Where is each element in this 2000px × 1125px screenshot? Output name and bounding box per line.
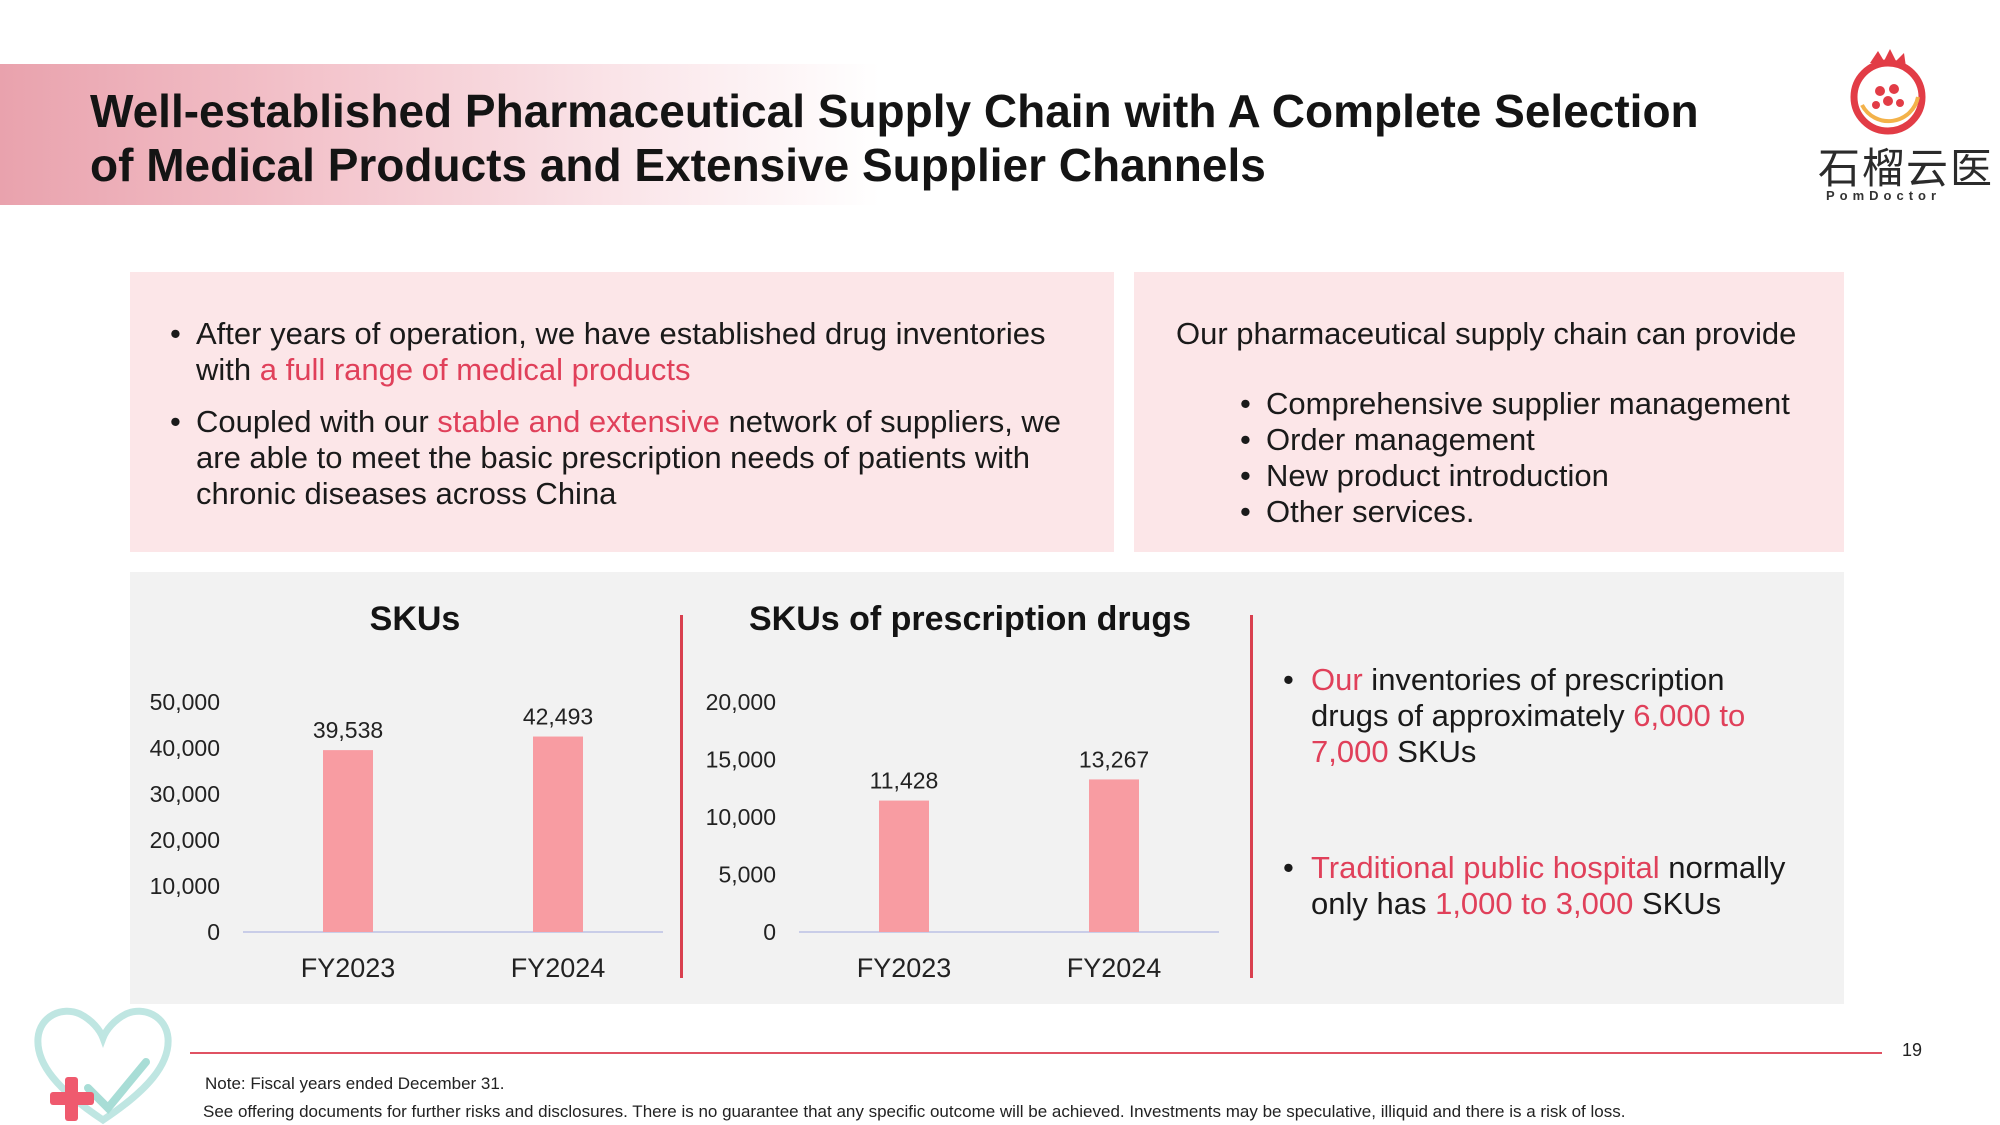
title-band: [0, 64, 880, 205]
highlight-text: stable and extensive: [437, 404, 720, 439]
left-bullet-list: After years of operation, we have establ…: [170, 316, 1070, 528]
bar-value-label: 11,428: [870, 768, 939, 794]
x-tick-label: FY2023: [857, 953, 952, 983]
chart-divider: [680, 615, 683, 978]
rx-chart-title: SKUs of prescription drugs: [748, 600, 1192, 638]
supply-chain-intro: Our pharmaceutical supply chain can prov…: [1176, 316, 1797, 351]
logo-chinese-text: 石榴云医: [1818, 144, 1995, 193]
bar: [879, 800, 929, 932]
rx-bar-chart: 0 5,000 10,000 15,000 20,000 11,428 FY2023 13,2…: [706, 689, 1219, 983]
comparison-notes: Our inventories of prescription drugs of…: [1283, 662, 1803, 922]
left-info-box: After years of operation, we have establ…: [130, 272, 1114, 552]
y-tick-label: 15,000: [706, 747, 776, 773]
y-tick-label: 50,000: [150, 689, 220, 715]
y-tick-label: 40,000: [150, 735, 220, 761]
bar-value-label: 42,493: [523, 704, 593, 730]
services-list: Comprehensive supplier management Order …: [1240, 386, 1790, 530]
fiscal-year-note: Note: Fiscal years ended December 31.: [205, 1074, 505, 1093]
y-tick-label: 10,000: [706, 804, 776, 830]
highlight-text: a full range of medical products: [259, 352, 691, 387]
list-item: Our inventories of prescription drugs of…: [1283, 662, 1803, 770]
title-line-1: Well-established Pharmaceutical Supply C…: [90, 85, 1699, 137]
right-info-box: Our pharmaceutical supply chain can prov…: [1134, 272, 1844, 552]
bar-value-label: 39,538: [313, 717, 383, 743]
pomegranate-icon: [1850, 49, 1926, 135]
page-title: Well-established Pharmaceutical Supply C…: [90, 84, 1699, 192]
bar: [323, 750, 373, 932]
page-number: 19: [1902, 1040, 1923, 1060]
y-tick-label: 5,000: [718, 862, 776, 888]
bar: [1089, 779, 1139, 932]
bar: [533, 736, 583, 932]
x-tick-label: FY2024: [1067, 953, 1162, 983]
y-tick-label: 10,000: [150, 873, 220, 899]
y-tick-label: 20,000: [150, 827, 220, 853]
footer-divider: [190, 1052, 1882, 1054]
list-item: Other services.: [1240, 494, 1790, 530]
list-item: Comprehensive supplier management: [1240, 386, 1790, 422]
list-item: Traditional public hospital normally onl…: [1283, 850, 1803, 922]
list-item: Coupled with our stable and extensive ne…: [170, 404, 1070, 512]
list-item: New product introduction: [1240, 458, 1790, 494]
bar-value-label: 13,267: [1079, 746, 1149, 772]
heart-cross-icon: [34, 1007, 172, 1125]
y-tick-label: 30,000: [150, 781, 220, 807]
y-tick-label: 0: [207, 919, 220, 945]
y-tick-label: 0: [763, 919, 776, 945]
sku-bar-chart: 0 10,000 20,000 30,000 40,000 50,000 39,538 FY2…: [150, 689, 663, 983]
sku-chart-title: SKUs: [369, 600, 461, 638]
title-line-2: of Medical Products and Extensive Suppli…: [90, 139, 1266, 191]
list-item: After years of operation, we have establ…: [170, 316, 1070, 388]
list-item: Order management: [1240, 422, 1790, 458]
x-tick-label: FY2024: [511, 953, 606, 983]
chart-divider: [1250, 615, 1253, 978]
disclaimer-text: See offering documents for further risks…: [203, 1102, 1626, 1121]
x-tick-label: FY2023: [301, 953, 396, 983]
logo-english-text: PomDoctor: [1826, 188, 1942, 203]
y-tick-label: 20,000: [706, 689, 776, 715]
